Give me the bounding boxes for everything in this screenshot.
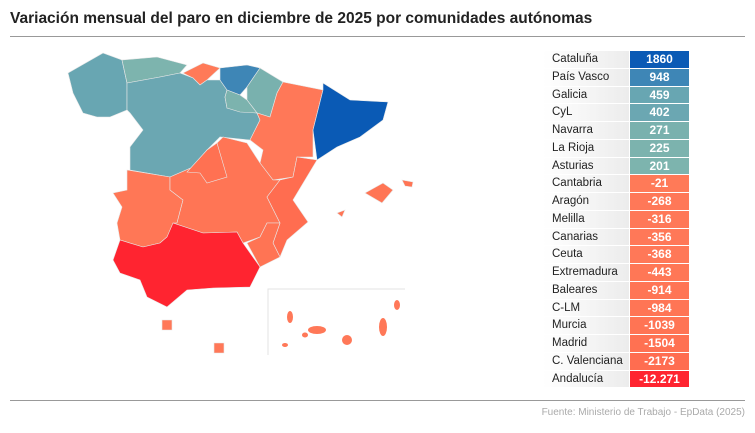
region-value: -21 (630, 175, 689, 192)
region-value: -1039 (630, 317, 689, 334)
region-baleares (401, 179, 414, 188)
region-label: País Vasco (543, 68, 629, 86)
region-label: Murcia (543, 317, 629, 334)
region-value: 948 (630, 68, 689, 86)
table-row: Canarias -356 (543, 228, 689, 247)
region-baleares (364, 182, 394, 204)
region-value: 271 (630, 122, 689, 139)
region-value: -1504 (630, 335, 689, 352)
region-label: Asturias (543, 157, 629, 175)
region-label: Galicia (543, 86, 629, 104)
region-canarias (394, 300, 400, 310)
table-row: La Rioja 225 (543, 139, 689, 158)
region-value: -443 (630, 264, 689, 281)
table-row: Cataluña 1860 (543, 51, 689, 69)
region-la-rioja (224, 89, 258, 114)
region-canarias (287, 311, 293, 323)
table-row: C-LM -984 (543, 299, 689, 318)
region-pais-vasco (219, 64, 261, 96)
region-ceuta (161, 319, 173, 331)
table-row: CyL 402 (543, 104, 689, 122)
table-row: Murcia -1039 (543, 317, 689, 335)
bottom-divider (10, 400, 745, 401)
spain-map (67, 52, 414, 355)
region-value: -984 (630, 299, 689, 317)
region-canarias (308, 326, 326, 334)
region-label: Navarra (543, 122, 629, 139)
region-label: Ceuta (543, 246, 629, 263)
region-label: Aragón (543, 193, 629, 210)
region-label: Cantabria (543, 175, 629, 192)
region-value: 459 (630, 86, 689, 104)
table-row: Madrid -1504 (543, 335, 689, 353)
region-value: -12.271 (630, 370, 689, 388)
region-value: 1860 (630, 51, 689, 68)
region-madrid (186, 142, 228, 184)
region-label: C. Valenciana (543, 352, 629, 370)
chart-title: Variación mensual del paro en diciembre … (10, 10, 593, 27)
table-row: Navarra 271 (543, 122, 689, 140)
region-value: -268 (630, 193, 689, 210)
table-row: Cantabria -21 (543, 175, 689, 193)
table-row: Asturias 201 (543, 157, 689, 176)
table-row: Ceuta -368 (543, 246, 689, 264)
region-label: Extremadura (543, 264, 629, 281)
region-label: Madrid (543, 335, 629, 352)
region-value: -356 (630, 228, 689, 246)
region-label: C-LM (543, 299, 629, 317)
region-value: -2173 (630, 352, 689, 370)
canarias-inset-frame (267, 288, 405, 355)
region-value: -368 (630, 246, 689, 263)
region-murcia (246, 222, 281, 268)
region-baleares (336, 209, 346, 218)
region-canarias (342, 335, 352, 345)
table-row: País Vasco 948 (543, 68, 689, 87)
source-footer: Fuente: Ministerio de Trabajo - EpData (… (541, 407, 745, 418)
region-canarias (282, 343, 288, 347)
region-cataluna (312, 82, 389, 161)
region-value: 402 (630, 104, 689, 121)
region-value: 225 (630, 139, 689, 157)
region-label: CyL (543, 104, 629, 121)
table-row: C. Valenciana -2173 (543, 352, 689, 371)
region-canarias (379, 318, 387, 336)
region-value: -914 (630, 281, 689, 299)
top-divider (10, 36, 745, 37)
region-label: Baleares (543, 281, 629, 299)
values-table: Cataluña 1860 País Vasco 948 Galicia 459 CyL 40… (543, 51, 689, 389)
region-andalucia (112, 222, 261, 308)
table-row: Aragón -268 (543, 193, 689, 211)
region-melilla (213, 342, 225, 354)
table-row: Andalucía -12.271 (543, 370, 689, 389)
region-label: La Rioja (543, 139, 629, 157)
region-value: 201 (630, 157, 689, 175)
region-label: Melilla (543, 210, 629, 228)
table-row: Baleares -914 (543, 281, 689, 300)
region-canarias (302, 332, 308, 338)
region-value: -316 (630, 210, 689, 228)
region-label: Canarias (543, 228, 629, 246)
table-row: Extremadura -443 (543, 264, 689, 282)
table-row: Galicia 459 (543, 86, 689, 105)
region-label: Cataluña (543, 51, 629, 68)
table-row: Melilla -316 (543, 210, 689, 229)
region-label: Andalucía (543, 370, 629, 388)
region-galicia (67, 52, 128, 118)
